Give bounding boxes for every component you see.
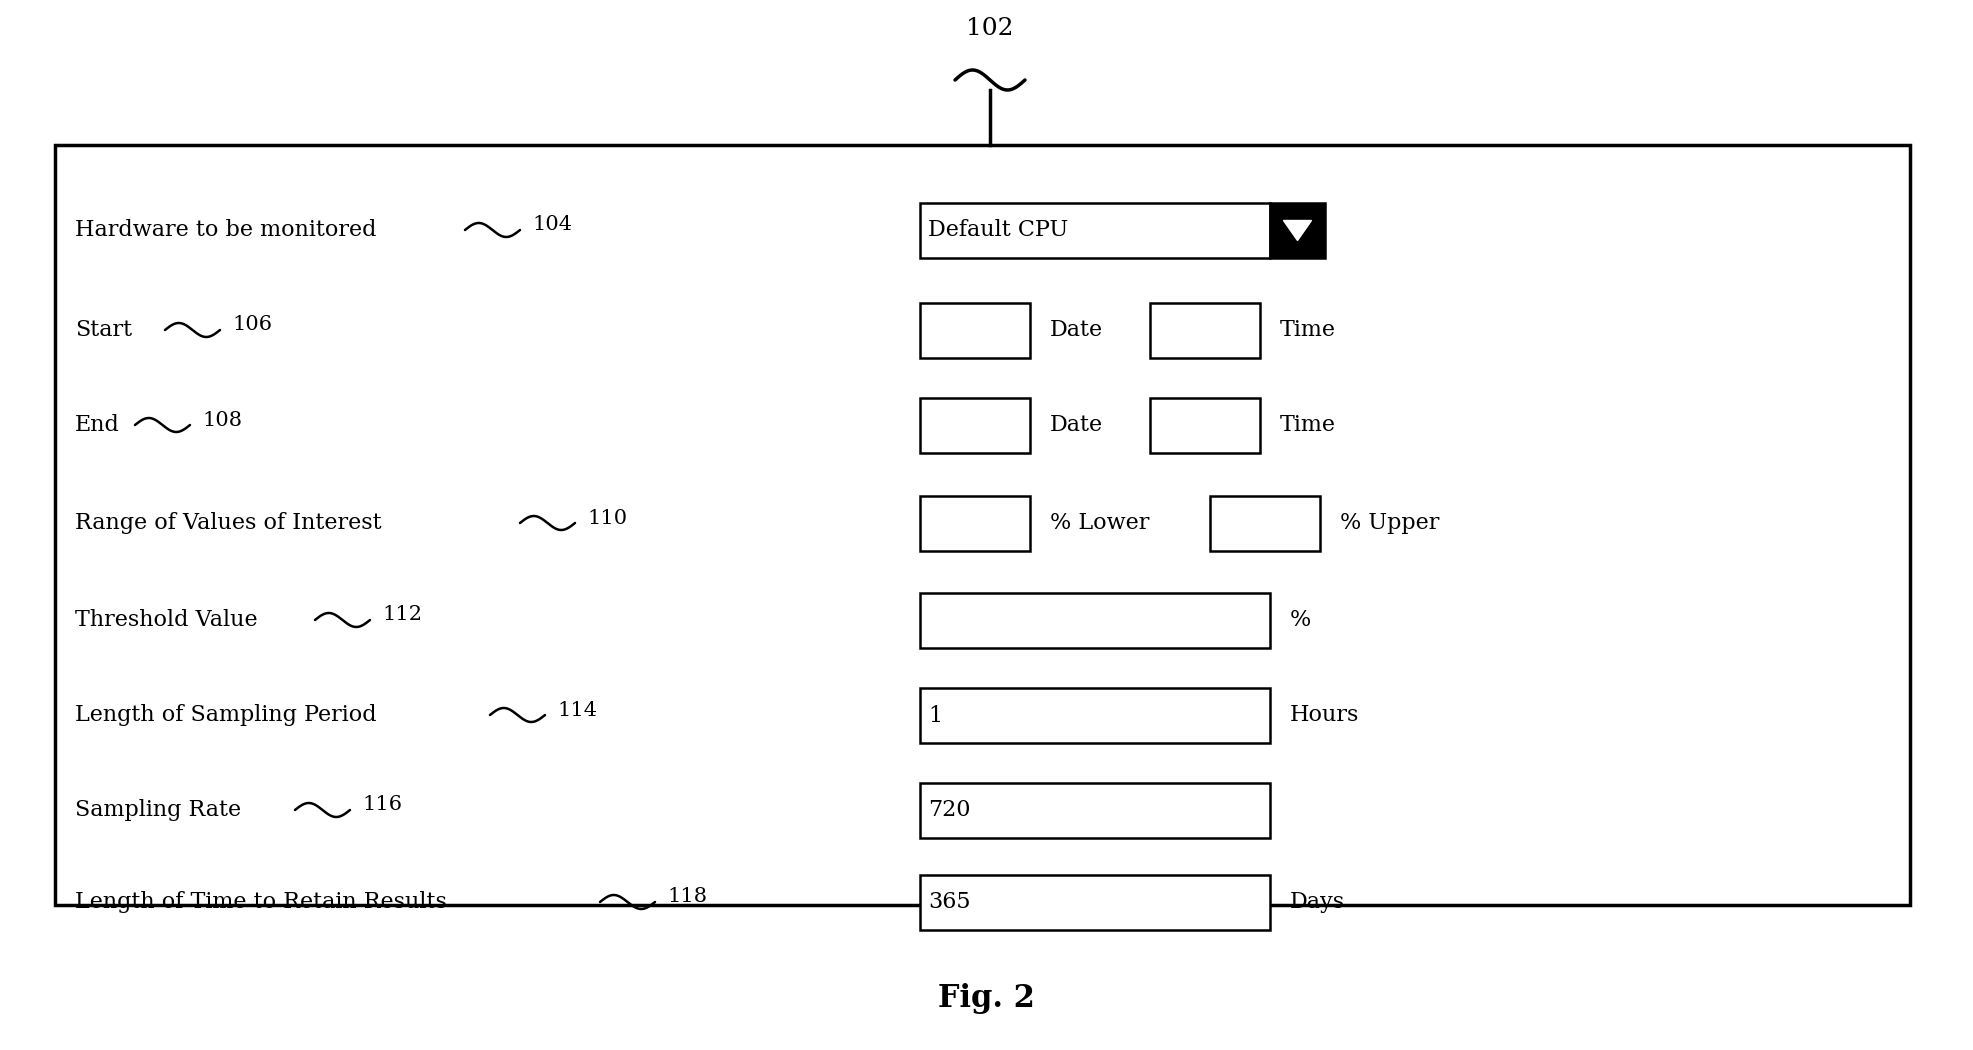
- Text: % Lower: % Lower: [1050, 512, 1150, 534]
- Text: 104: 104: [533, 215, 572, 234]
- FancyBboxPatch shape: [919, 688, 1271, 743]
- Text: Length of Sampling Period: Length of Sampling Period: [75, 704, 377, 726]
- Text: Time: Time: [1280, 319, 1336, 341]
- Text: Hours: Hours: [1290, 704, 1359, 726]
- FancyBboxPatch shape: [919, 398, 1030, 453]
- Text: 102: 102: [967, 17, 1014, 40]
- Text: Date: Date: [1050, 414, 1103, 436]
- FancyBboxPatch shape: [919, 303, 1030, 358]
- Text: 720: 720: [927, 799, 971, 821]
- FancyBboxPatch shape: [1150, 303, 1261, 358]
- Text: 118: 118: [667, 887, 706, 906]
- Text: 106: 106: [233, 315, 272, 335]
- Text: End: End: [75, 414, 120, 436]
- FancyBboxPatch shape: [919, 496, 1030, 551]
- FancyBboxPatch shape: [919, 593, 1271, 648]
- Text: Date: Date: [1050, 319, 1103, 341]
- FancyBboxPatch shape: [919, 875, 1271, 930]
- Text: Range of Values of Interest: Range of Values of Interest: [75, 512, 381, 534]
- Text: Threshold Value: Threshold Value: [75, 609, 258, 631]
- Text: 365: 365: [927, 891, 971, 914]
- Text: 110: 110: [588, 508, 627, 527]
- Text: Default CPU: Default CPU: [927, 219, 1067, 242]
- Text: 1: 1: [927, 705, 943, 727]
- Text: Days: Days: [1290, 891, 1346, 914]
- Text: 112: 112: [383, 606, 422, 625]
- Text: Start: Start: [75, 319, 132, 341]
- FancyBboxPatch shape: [55, 145, 1910, 905]
- Polygon shape: [1284, 220, 1312, 240]
- Text: %: %: [1290, 609, 1312, 631]
- FancyBboxPatch shape: [919, 783, 1271, 838]
- FancyBboxPatch shape: [1150, 398, 1261, 453]
- Text: 108: 108: [201, 411, 243, 429]
- Text: 114: 114: [556, 700, 598, 719]
- Text: Sampling Rate: Sampling Rate: [75, 799, 241, 821]
- Text: Time: Time: [1280, 414, 1336, 436]
- Text: Length of Time to Retain Results: Length of Time to Retain Results: [75, 891, 446, 914]
- Text: Fig. 2: Fig. 2: [937, 983, 1036, 1013]
- Text: 116: 116: [361, 796, 402, 815]
- Text: Hardware to be monitored: Hardware to be monitored: [75, 219, 377, 242]
- FancyBboxPatch shape: [1271, 203, 1326, 258]
- FancyBboxPatch shape: [919, 203, 1271, 258]
- FancyBboxPatch shape: [1209, 496, 1320, 551]
- Text: % Upper: % Upper: [1340, 512, 1440, 534]
